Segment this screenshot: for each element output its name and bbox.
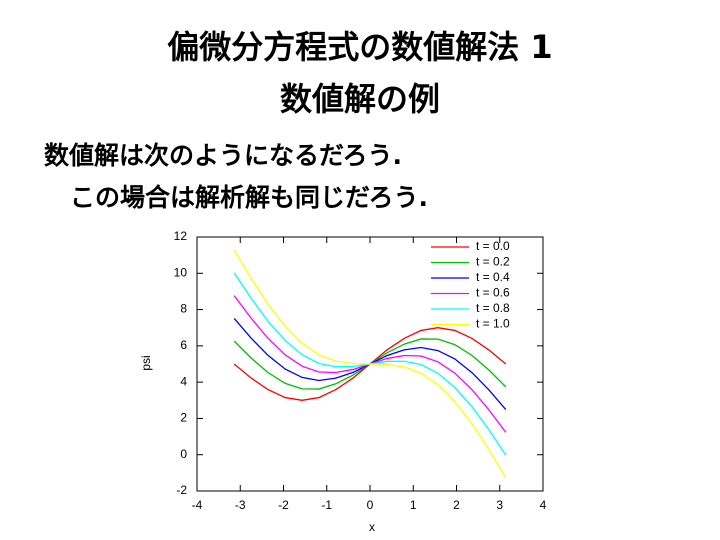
x-tick-label: -4 <box>192 498 203 512</box>
y-axis-label: psi <box>139 355 153 370</box>
legend-label: t = 0.0 <box>476 239 510 253</box>
y-tick-label: 6 <box>180 338 187 352</box>
bullet-text: 数値解は次のようになるだろう. <box>44 141 402 170</box>
legend-label: t = 0.6 <box>476 286 510 300</box>
y-tick-label: 10 <box>174 265 188 279</box>
x-tick-label: 3 <box>496 498 503 512</box>
legend-label: t = 0.2 <box>476 255 510 269</box>
y-tick-label: 8 <box>180 302 187 316</box>
y-tick-label: 4 <box>180 374 187 388</box>
legend-label: t = 0.8 <box>476 301 510 315</box>
legend-label: t = 1.0 <box>476 317 510 331</box>
x-tick-label: 2 <box>453 498 460 512</box>
legend-label: t = 0.4 <box>476 270 510 284</box>
y-tick-label: -2 <box>176 483 187 497</box>
y-tick-label: 2 <box>180 411 187 425</box>
x-tick-label: -3 <box>235 498 246 512</box>
slide-title: 偏微分方程式の数値解法 1 <box>167 28 553 66</box>
bullet-text: この場合は解析解も同じだろう. <box>70 183 428 212</box>
y-tick-label: 0 <box>180 447 187 461</box>
x-axis-label: x <box>369 520 375 534</box>
y-tick-label: 12 <box>174 229 188 243</box>
x-tick-label: -1 <box>321 498 332 512</box>
slide-title: 数値解の例 <box>279 80 440 118</box>
x-tick-label: -2 <box>278 498 289 512</box>
x-tick-label: 4 <box>540 498 547 512</box>
x-tick-label: 0 <box>367 498 374 512</box>
x-tick-label: 1 <box>410 498 417 512</box>
data-line <box>233 249 507 479</box>
